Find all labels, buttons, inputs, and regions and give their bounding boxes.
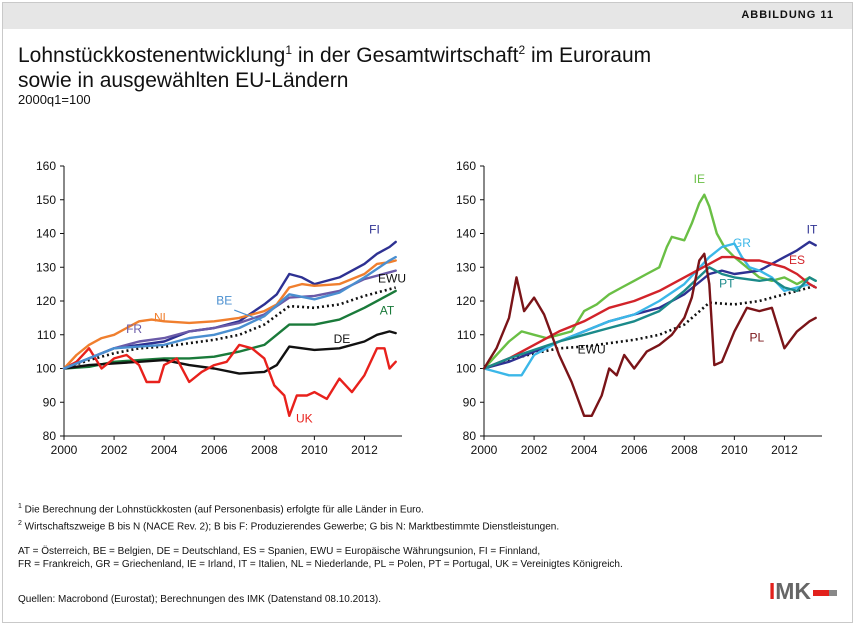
x-tick-label: 2000 xyxy=(51,443,78,457)
imk-logo: IMK xyxy=(769,578,837,604)
footnote-1-marker: 1 xyxy=(18,503,22,510)
series-label-be: BE xyxy=(216,293,232,307)
chart-subtitle: 2000q1=100 xyxy=(18,92,91,107)
x-tick-label: 2004 xyxy=(571,443,598,457)
title-part1: Lohnstückkostenentwicklung xyxy=(18,44,286,67)
series-label-nl: NL xyxy=(154,310,170,324)
x-tick-label: 2002 xyxy=(101,443,128,457)
series-line-pt xyxy=(482,266,817,370)
x-tick-label: 2012 xyxy=(351,443,378,457)
logo-mk: MK xyxy=(775,578,811,604)
series-line-be xyxy=(62,255,397,370)
series-line-uk xyxy=(62,343,397,417)
abbreviations-line-2: FR = Frankreich, GR = Griechenland, IE =… xyxy=(18,559,623,570)
series-line-ie xyxy=(482,193,817,370)
series-label-es: ES xyxy=(789,253,805,267)
y-tick-label: 140 xyxy=(456,227,476,241)
y-tick-label: 100 xyxy=(36,362,56,376)
footnote-1-text: Die Berechnung der Lohnstückkosten (auf … xyxy=(21,504,424,516)
series-line-at xyxy=(62,289,397,370)
x-tick-label: 2004 xyxy=(151,443,178,457)
title-part2: in der Gesamtwirtschaft xyxy=(292,44,519,67)
series-label-ewu: EWU xyxy=(378,271,406,285)
abbreviations-line-1: AT = Österreich, BE = Belgien, DE = Deut… xyxy=(18,546,541,557)
logo-bar-grey xyxy=(829,589,837,596)
series-label-fi: FI xyxy=(369,223,380,237)
series-label-ewu: EWU xyxy=(578,342,606,356)
y-tick-label: 90 xyxy=(43,395,57,409)
series-label-pt: PT xyxy=(719,277,735,291)
series-label-pl: PL xyxy=(750,331,765,345)
y-tick-label: 110 xyxy=(37,328,56,342)
y-tick-label: 110 xyxy=(457,328,476,342)
logo-i: I xyxy=(768,578,776,604)
footnote-2-text: Wirtschaftszweige B bis N (NACE Rev. 2);… xyxy=(21,521,560,533)
x-tick-label: 2008 xyxy=(251,443,278,457)
title-part3: im Euroraum xyxy=(525,44,652,67)
series-label-ie: IE xyxy=(694,172,705,186)
y-tick-label: 90 xyxy=(463,395,477,409)
series-label-fr: FR xyxy=(126,322,142,336)
series-label-uk: UK xyxy=(296,412,313,426)
series-line-ewu xyxy=(63,286,397,370)
series-label-at: AT xyxy=(380,304,395,318)
x-tick-label: 2006 xyxy=(621,443,648,457)
series-line-nl xyxy=(62,259,397,370)
y-tick-label: 80 xyxy=(463,429,477,443)
footnote-2-marker: 2 xyxy=(18,520,22,527)
series-line-fi xyxy=(62,240,397,370)
series-label-de: DE xyxy=(334,332,351,346)
logo-bar-red xyxy=(813,589,829,596)
title-footnote-1: 1 xyxy=(285,43,293,57)
chart-left: 80 90 100 110 120 130 140 150 160 2000 2002 2004 200… xyxy=(36,159,406,457)
y-tick-label: 80 xyxy=(43,429,57,443)
y-tick-label: 140 xyxy=(36,227,56,241)
chart-title: Lohnstückkostenentwicklung1 in der Gesam… xyxy=(18,38,838,93)
y-tick-label: 160 xyxy=(36,159,56,173)
series-label-it: IT xyxy=(807,223,818,237)
y-tick-label: 150 xyxy=(36,193,56,207)
title-footnote-2: 2 xyxy=(518,43,526,57)
series-line-pl xyxy=(482,252,817,417)
x-tick-label: 2002 xyxy=(521,443,548,457)
be-callout-line xyxy=(234,309,263,322)
y-tick-label: 120 xyxy=(456,294,476,308)
x-tick-label: 2000 xyxy=(471,443,498,457)
x-tick-label: 2008 xyxy=(671,443,698,457)
footnote-2: 2 Wirtschaftszweige B bis N (NACE Rev. 2… xyxy=(18,517,559,533)
chart-right: 80 90 100 110 120 130 140 150 160 2000 2002 2004 200… xyxy=(456,159,822,457)
header-bar: ABBILDUNG 11 xyxy=(3,3,852,29)
sources: Quellen: Macrobond (Eurostat); Berechnun… xyxy=(18,594,381,605)
x-tick-label: 2006 xyxy=(201,443,228,457)
series-line-de xyxy=(62,330,397,375)
x-tick-label: 2012 xyxy=(771,443,798,457)
figure-number: ABBILDUNG 11 xyxy=(741,9,834,21)
y-tick-label: 130 xyxy=(456,260,476,274)
footnote-1: 1 Die Berechnung der Lohnstückkosten (au… xyxy=(18,500,424,516)
y-tick-label: 120 xyxy=(36,294,56,308)
x-tick-label: 2010 xyxy=(301,443,328,457)
y-tick-label: 130 xyxy=(36,260,56,274)
y-tick-label: 160 xyxy=(456,159,476,173)
y-tick-label: 100 xyxy=(456,362,476,376)
x-tick-label: 2010 xyxy=(721,443,748,457)
series-label-gr: GR xyxy=(733,236,751,250)
y-tick-label: 150 xyxy=(456,193,476,207)
title-line2: sowie in ausgewählten EU-Ländern xyxy=(18,69,349,92)
